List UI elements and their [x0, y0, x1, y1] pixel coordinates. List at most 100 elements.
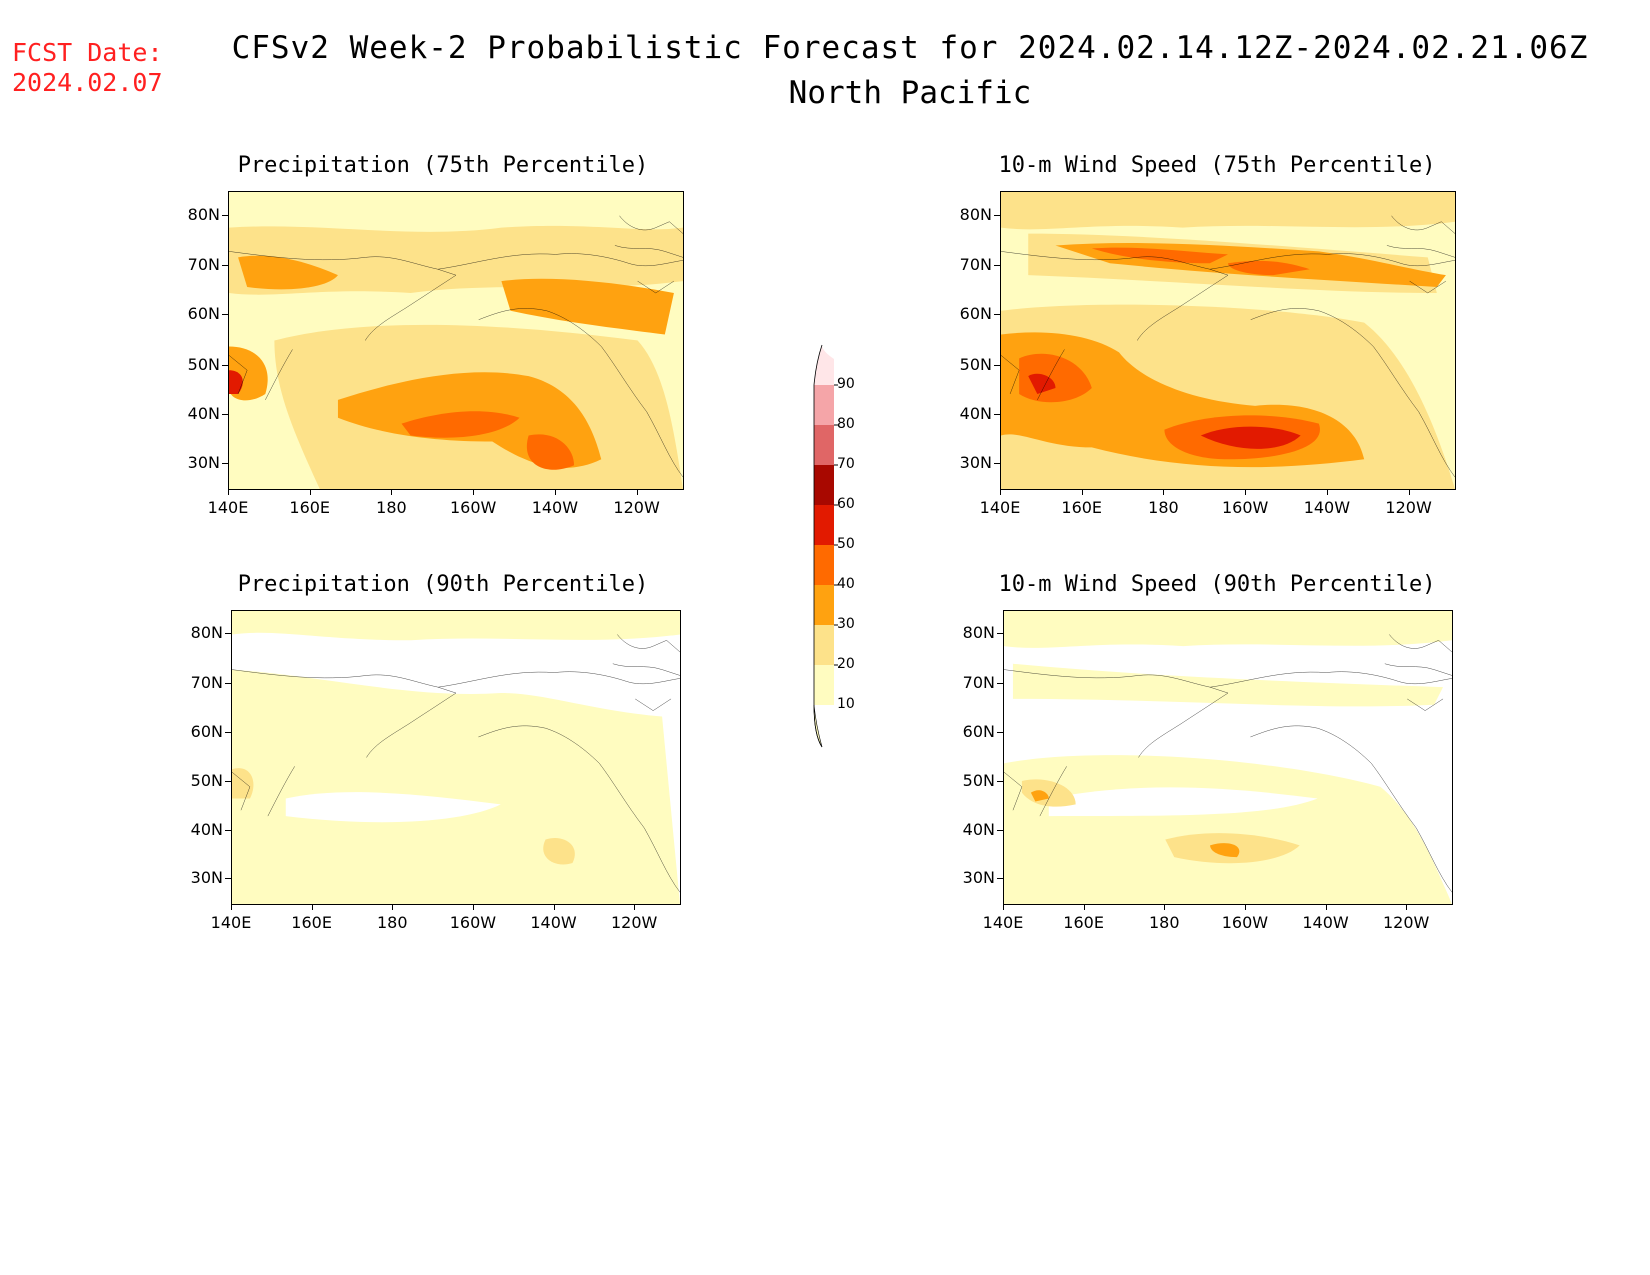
lon-label: 120W	[1385, 498, 1432, 517]
colorbar-swatch	[814, 665, 834, 705]
region-subtitle: North Pacific	[788, 75, 1032, 111]
lat-label: 70N	[959, 255, 992, 275]
lat-label: 80N	[187, 204, 220, 224]
lat-label: 40N	[959, 403, 992, 423]
lat-tick	[222, 214, 228, 216]
fcst-label: FCST Date:	[12, 38, 163, 67]
lat-label: 30N	[190, 868, 223, 888]
panel-title: 10-m Wind Speed (75th Percentile)	[998, 153, 1436, 178]
lat-label: 60N	[962, 721, 995, 741]
coastline	[1250, 726, 1452, 892]
lat-tick	[225, 683, 231, 685]
probability-contour	[229, 370, 243, 394]
coastline	[1251, 308, 1455, 477]
lat-tick	[997, 878, 1003, 880]
colorbar-label: 60	[837, 496, 855, 512]
probability-contour	[1030, 790, 1049, 802]
colorbar-swatch	[814, 625, 834, 665]
lon-tick	[1326, 489, 1328, 495]
lat-tick	[225, 633, 231, 635]
colorbar-label: 50	[837, 536, 855, 552]
fcst-date: 2024.02.07	[12, 68, 163, 97]
lon-tick	[1244, 904, 1246, 910]
colorbar-outline	[813, 344, 823, 748]
lat-tick	[225, 829, 231, 831]
lat-label: 30N	[187, 452, 220, 472]
lon-label: 180	[1148, 498, 1179, 517]
lat-label: 70N	[187, 255, 220, 275]
lon-label: 140E	[210, 913, 252, 932]
probability-contour	[1091, 247, 1228, 264]
coastline	[1210, 254, 1455, 270]
lat-tick	[994, 265, 1000, 267]
lon-tick	[392, 904, 394, 910]
map-field	[229, 192, 683, 489]
lon-label: 180	[376, 498, 407, 517]
lon-tick	[553, 904, 555, 910]
probability-contour	[1228, 260, 1310, 276]
colorbar-swatch	[814, 545, 834, 585]
lon-label: 140W	[531, 498, 579, 517]
probability-contour	[401, 411, 520, 438]
map-field	[1004, 611, 1452, 904]
probability-contour	[543, 838, 575, 865]
probability-contour	[1012, 663, 1444, 707]
map-field	[1001, 192, 1455, 489]
lat-label: 50N	[187, 354, 220, 374]
lon-label: 140E	[207, 498, 249, 517]
colorbar-label: 30	[837, 616, 855, 632]
lon-tick	[231, 904, 232, 910]
lon-tick	[473, 489, 475, 495]
lon-tick	[1408, 489, 1410, 495]
map-precip-75	[228, 191, 684, 490]
lat-tick	[994, 413, 1000, 415]
coastline	[1210, 672, 1452, 687]
lat-label: 40N	[190, 819, 223, 839]
probability-contour	[285, 792, 501, 823]
lon-label: 160E	[1063, 913, 1104, 932]
lat-tick	[994, 462, 1000, 464]
colorbar-legend	[800, 330, 860, 750]
probability-contour	[526, 434, 575, 470]
lon-label: 140W	[1303, 498, 1351, 517]
lat-label: 50N	[959, 354, 992, 374]
panel-title: Precipitation (90th Percentile)	[237, 572, 649, 597]
lon-tick	[228, 489, 229, 495]
lon-label: 160E	[291, 913, 332, 932]
lon-tick	[1325, 904, 1327, 910]
coastline	[438, 672, 680, 687]
lon-label: 120W	[613, 498, 660, 517]
lon-tick	[1003, 904, 1004, 910]
lon-tick	[636, 489, 638, 495]
coastline	[1001, 251, 1228, 400]
colorbar-swatch	[814, 465, 834, 505]
lat-tick	[222, 364, 228, 366]
lat-label: 40N	[187, 403, 220, 423]
probability-contour	[1004, 611, 1452, 648]
lat-label: 50N	[962, 771, 995, 791]
lon-label: 160W	[1221, 913, 1269, 932]
probability-contour	[1200, 426, 1301, 449]
lon-label: 160E	[289, 498, 331, 517]
lat-label: 80N	[190, 623, 223, 643]
lon-label: 140W	[1302, 913, 1349, 932]
lon-label: 140W	[530, 913, 577, 932]
lat-tick	[222, 265, 228, 267]
lon-tick	[1406, 904, 1408, 910]
forecast-date-label: FCST Date: 2024.02.07	[12, 38, 163, 98]
coastline	[1004, 670, 1228, 817]
coastline	[615, 216, 683, 293]
lat-tick	[994, 314, 1000, 316]
lat-tick	[225, 878, 231, 880]
lon-tick	[1164, 904, 1166, 910]
colorbar-label: 90	[837, 376, 855, 392]
lat-label: 70N	[962, 673, 995, 693]
probability-contour	[232, 611, 680, 641]
lat-tick	[225, 781, 231, 783]
probability-contour	[1028, 373, 1056, 394]
colorbar-swatch	[814, 345, 834, 385]
lon-label: 160W	[449, 498, 497, 517]
lat-tick	[225, 731, 231, 733]
lat-label: 70N	[190, 673, 223, 693]
probability-contour	[229, 225, 683, 295]
